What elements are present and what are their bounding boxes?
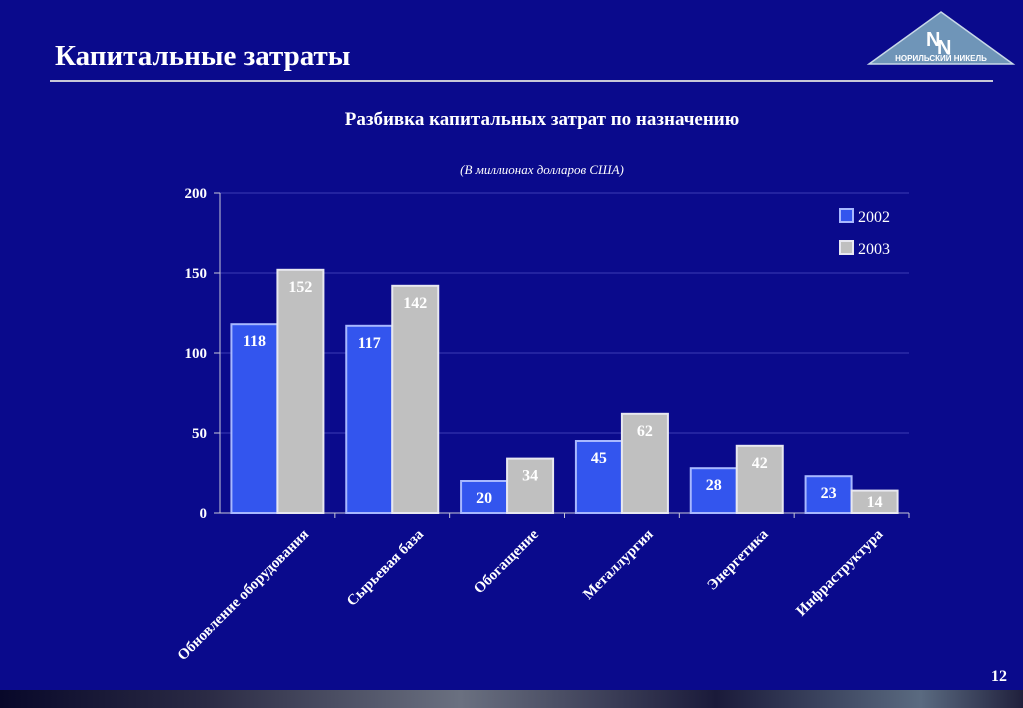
data-label: 28 [706,477,722,494]
bar-2002-0 [230,323,279,515]
bar-2002-4 [689,467,738,515]
data-label: 118 [243,333,266,350]
category-label: Сырьевая база [344,526,427,609]
data-label: 23 [821,485,837,502]
y-tick-label: 50 [192,426,207,442]
data-label: 20 [476,490,492,507]
data-label: 62 [637,423,653,440]
logo-text: НОРИЛЬСКИЙ НИКЕЛЬ [895,54,987,63]
category-label: Инфраструктура [793,526,886,619]
footer-band [0,690,1023,708]
chart-subtitle: (В миллионах долларов США) [460,162,624,177]
data-label: 117 [358,335,381,352]
bar-2003-1 [391,284,440,514]
data-label: 152 [288,279,312,296]
norilsk-nickel-logo: N N НОРИЛЬСКИЙ НИКЕЛЬ [866,10,1016,68]
y-tick-label: 200 [185,186,208,202]
legend-swatch-2003 [839,240,854,255]
data-label: 14 [867,494,883,511]
legend-label-2003: 2003 [858,241,890,258]
legend-label-2002: 2002 [858,209,890,226]
bar-2002-3 [574,440,623,514]
bar-2003-0 [276,268,325,514]
data-label: 34 [522,468,538,485]
title-divider [50,80,993,82]
legend-swatch-2002 [839,208,854,223]
category-label: Обогащение [471,526,542,597]
bar-2003-4 [735,444,784,514]
category-label: Металлургия [580,527,656,603]
category-label: Энергетика [704,526,772,594]
bar-2002-5 [804,475,853,515]
page-number: 12 [991,668,1007,685]
category-label: Обновление оборудования [175,527,312,664]
bar-2002-1 [345,324,394,514]
data-label: 42 [752,455,768,472]
slide-title: Капитальные затраты [55,40,351,72]
data-label: 142 [403,295,427,312]
y-tick-label: 0 [200,506,208,522]
bar-2002-2 [460,480,509,514]
svg-text:N: N [937,37,951,59]
data-label: 45 [591,450,607,467]
y-tick-label: 100 [185,346,208,362]
bar-2003-5 [850,489,899,515]
svg-text:N: N [926,29,940,51]
bar-2003-3 [620,412,669,514]
y-tick-label: 150 [185,266,208,282]
bar-2003-2 [506,457,555,515]
chart-title: Разбивка капитальных затрат по назначени… [344,109,740,130]
